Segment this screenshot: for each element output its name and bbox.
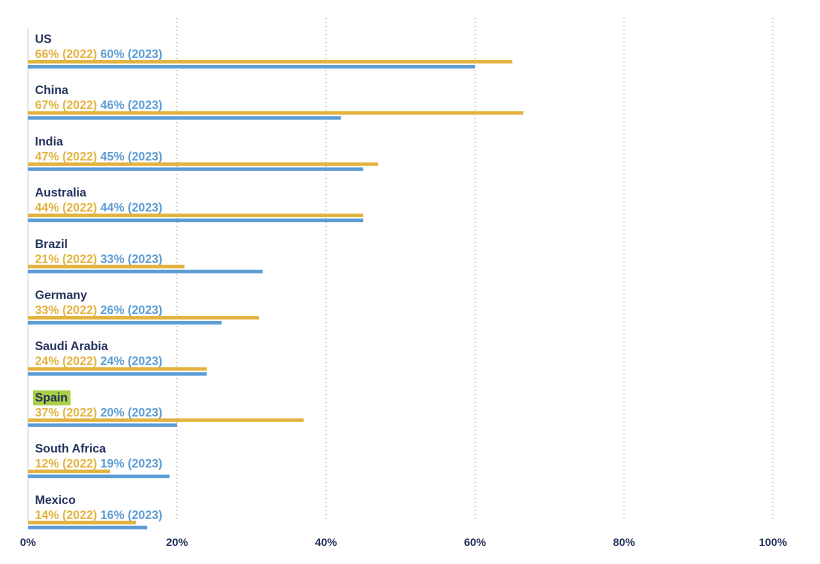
data-label-group: 47% (2022) 45% (2023) <box>35 149 162 163</box>
bar-2023 <box>28 269 263 274</box>
bar-2023 <box>28 65 475 69</box>
data-label-2022: 37% (2022) <box>35 405 100 419</box>
bar-2022 <box>28 316 259 320</box>
bar-2022 <box>28 213 364 218</box>
data-label-2023: 24% (2023) <box>100 354 162 368</box>
data-label-2022: 44% (2022) <box>35 201 100 215</box>
data-label-2023: 45% (2023) <box>100 149 162 163</box>
x-tick-label: 0% <box>20 537 36 549</box>
x-tick-label: 100% <box>759 537 787 549</box>
data-label-2023: 19% (2023) <box>100 457 162 471</box>
x-tick-label: 80% <box>613 537 635 549</box>
data-label-2023: 33% (2023) <box>100 252 162 266</box>
category-label: Saudi Arabia <box>35 339 108 353</box>
bar-2023 <box>28 116 341 120</box>
bar-2023 <box>28 167 364 171</box>
bar-2023 <box>28 372 207 376</box>
gridlines <box>27 18 774 522</box>
data-label-2022: 66% (2022) <box>35 47 100 61</box>
data-label-group: 12% (2022) 19% (2023) <box>35 457 162 471</box>
category-label: China <box>35 83 69 97</box>
data-label-2022: 14% (2022) <box>35 508 100 522</box>
data-label-group: 37% (2022) 20% (2023) <box>35 405 162 419</box>
category-label: Mexico <box>35 493 76 507</box>
data-label-2022: 67% (2022) <box>35 98 100 112</box>
data-label-group: 33% (2022) 26% (2023) <box>35 303 162 317</box>
data-label-group: 66% (2022) 60% (2023) <box>35 47 162 61</box>
category-label: Spain <box>35 390 68 404</box>
bar-2023 <box>28 218 364 223</box>
data-label-2023: 60% (2023) <box>100 47 162 61</box>
bar-2022 <box>28 111 524 115</box>
data-label-2022: 33% (2022) <box>35 303 100 317</box>
bar-2022 <box>28 162 379 166</box>
bar-2023 <box>28 525 148 530</box>
category-label: US <box>35 32 52 46</box>
bar-2023 <box>28 474 170 479</box>
data-label-2023: 46% (2023) <box>100 98 162 112</box>
category-label: India <box>35 134 63 148</box>
data-label-group: 21% (2022) 33% (2023) <box>35 252 162 266</box>
data-label-2023: 16% (2023) <box>100 508 162 522</box>
bar-2022 <box>28 418 304 422</box>
bar-2023 <box>28 423 177 427</box>
data-label-2023: 26% (2023) <box>100 303 162 317</box>
data-label-2022: 24% (2022) <box>35 354 100 368</box>
data-label-2022: 21% (2022) <box>35 252 100 266</box>
data-label-group: 44% (2022) 44% (2023) <box>35 201 162 215</box>
data-label-group: 67% (2022) 46% (2023) <box>35 98 162 112</box>
bar-2022 <box>28 60 513 64</box>
category-label: South Africa <box>35 442 106 456</box>
data-label-2022: 12% (2022) <box>35 457 100 471</box>
category-label: Brazil <box>35 237 68 251</box>
bar-2022 <box>28 469 110 474</box>
x-tick-label: 60% <box>464 537 486 549</box>
category-label: Australia <box>35 186 87 200</box>
bar-2022 <box>28 520 137 525</box>
data-label-group: 24% (2022) 24% (2023) <box>35 354 162 368</box>
bar-2023 <box>28 321 222 325</box>
x-axis-ticks: 0% 20% 40% 60% 80% 100% <box>20 537 787 549</box>
data-label-2023: 44% (2023) <box>100 201 162 215</box>
data-label-2023: 20% (2023) <box>100 405 162 419</box>
category-label: Germany <box>35 288 87 302</box>
data-label-2022: 47% (2022) <box>35 149 100 163</box>
bar-2022 <box>28 264 185 269</box>
x-tick-label: 40% <box>315 537 337 549</box>
bar-2022 <box>28 367 207 371</box>
x-tick-label: 20% <box>166 537 188 549</box>
data-label-group: 14% (2022) 16% (2023) <box>35 508 162 522</box>
category-highlight <box>33 390 71 406</box>
